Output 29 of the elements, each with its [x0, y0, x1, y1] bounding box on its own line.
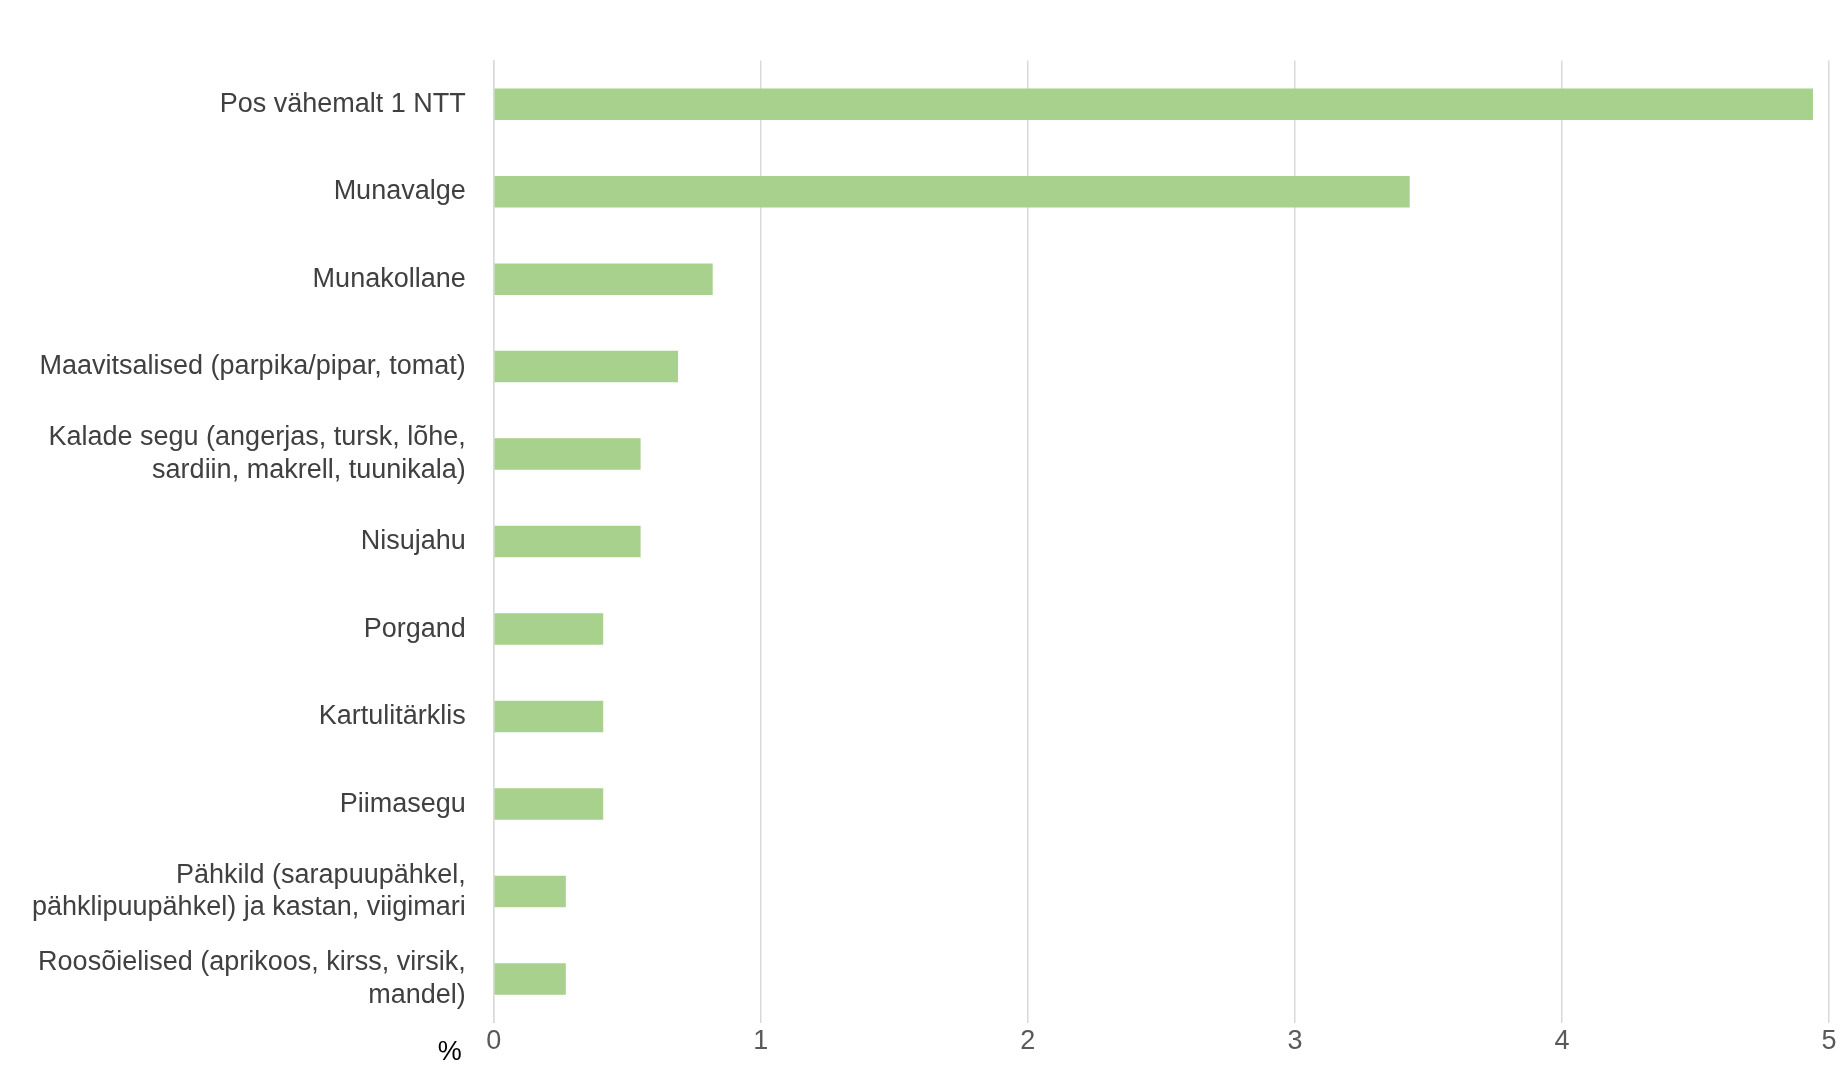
x-tick-label: 2 [1020, 1025, 1036, 1056]
bar [494, 613, 604, 645]
y-tick-label: Nisujahu [360, 525, 466, 556]
y-tick-label: Kartulitärklis [318, 700, 466, 731]
x-tick-label: 4 [1554, 1025, 1570, 1056]
y-tick-label: Munavalge [333, 175, 466, 206]
y-tick-label: Porgand [363, 612, 466, 643]
x-axis-title: % [437, 1036, 462, 1067]
bar [494, 263, 713, 295]
bar [494, 88, 1813, 120]
bar [494, 350, 678, 383]
y-tick-label: Roosõielised (aprikoos, kirss, virsik, mandel) [38, 946, 466, 1009]
y-tick-label: Pos vähemalt 1 NTT [219, 87, 466, 118]
y-tick-label: Maavitsalised (parpika/pipar, tomat) [39, 350, 466, 381]
bar [494, 788, 604, 820]
x-tick-label: 3 [1287, 1025, 1303, 1056]
x-tick-label: 0 [486, 1025, 502, 1056]
bar [494, 438, 641, 470]
bar [494, 525, 641, 558]
y-tick-label: Munakollane [312, 262, 466, 293]
x-tick-label: 5 [1821, 1025, 1837, 1056]
bar [494, 963, 566, 995]
bar [494, 875, 566, 908]
y-tick-label: Pähkild (sarapuupähkel, pähklipuupähkel) ja kastan, viigimari [31, 858, 466, 922]
bar [494, 175, 1410, 208]
x-tick-label: 1 [753, 1025, 769, 1056]
y-tick-label: Kalade segu (angerjas, tursk, lõhe, sardiin, makrell, tuunikala) [48, 421, 466, 484]
y-tick-label: Piimasegu [339, 787, 466, 818]
bar [494, 700, 604, 733]
